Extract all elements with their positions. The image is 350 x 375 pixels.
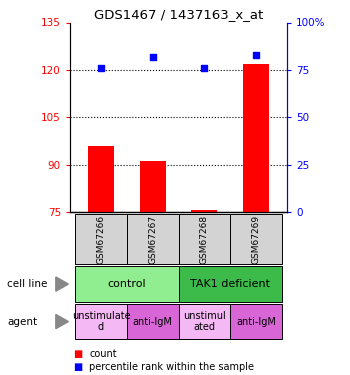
Text: TAK1 deficient: TAK1 deficient <box>190 279 270 289</box>
Text: percentile rank within the sample: percentile rank within the sample <box>89 362 254 372</box>
Text: anti-IgM: anti-IgM <box>236 316 276 327</box>
Text: control: control <box>107 279 146 289</box>
Bar <box>191 210 217 212</box>
Bar <box>230 304 282 339</box>
Bar <box>88 146 114 212</box>
Text: count: count <box>89 350 117 359</box>
Point <box>202 65 207 71</box>
Bar <box>178 266 282 302</box>
Text: GSM67266: GSM67266 <box>97 214 105 264</box>
Bar <box>178 304 230 339</box>
Text: agent: agent <box>7 316 37 327</box>
Text: GSM67267: GSM67267 <box>148 214 157 264</box>
Bar <box>127 304 178 339</box>
Bar <box>230 214 282 264</box>
Text: unstimulate
d: unstimulate d <box>72 311 130 332</box>
Text: GSM67269: GSM67269 <box>252 214 260 264</box>
Polygon shape <box>56 314 68 328</box>
Text: ■: ■ <box>74 350 83 359</box>
Polygon shape <box>56 277 68 291</box>
Text: anti-IgM: anti-IgM <box>133 316 173 327</box>
Text: GSM67268: GSM67268 <box>200 214 209 264</box>
Bar <box>75 214 127 264</box>
Bar <box>75 304 127 339</box>
Point <box>98 65 104 71</box>
Bar <box>140 161 166 212</box>
Text: cell line: cell line <box>7 279 47 289</box>
Text: ■: ■ <box>74 362 83 372</box>
Bar <box>243 63 269 212</box>
Point <box>150 54 155 60</box>
Title: GDS1467 / 1437163_x_at: GDS1467 / 1437163_x_at <box>94 8 263 21</box>
Bar <box>178 214 230 264</box>
Point <box>253 52 259 58</box>
Bar <box>75 266 178 302</box>
Bar <box>127 214 178 264</box>
Text: unstimul
ated: unstimul ated <box>183 311 226 332</box>
